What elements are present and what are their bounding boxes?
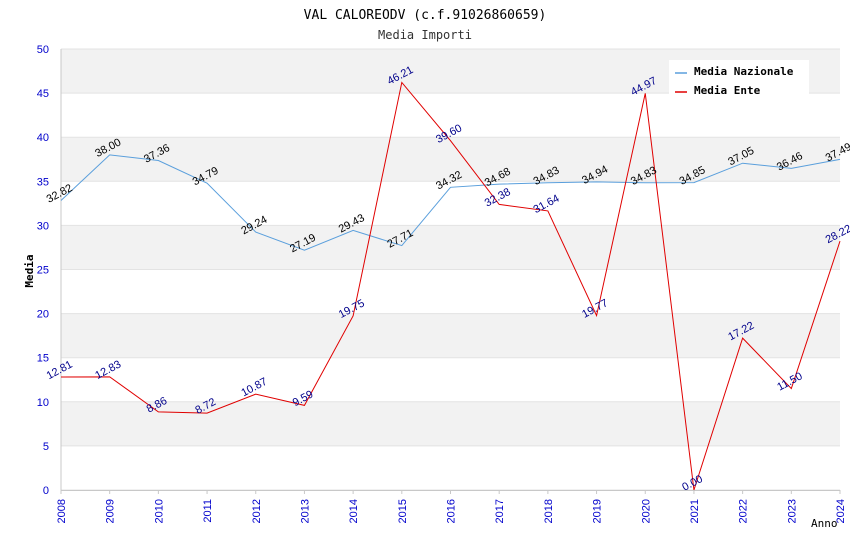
legend-box bbox=[669, 60, 809, 100]
x-tick-label: 2018 bbox=[543, 499, 555, 523]
y-tick-label: 15 bbox=[37, 353, 49, 365]
legend-label-media-nazionale: Media Nazionale bbox=[694, 65, 794, 78]
x-tick-label: 2016 bbox=[446, 499, 458, 523]
x-tick-label: 2012 bbox=[251, 499, 263, 523]
x-tick-label: 2017 bbox=[494, 499, 506, 523]
y-tick-label: 20 bbox=[37, 309, 49, 321]
series-line-media-ente bbox=[60, 81, 841, 491]
x-tick-label: 2019 bbox=[592, 499, 604, 523]
x-tick-label: 2009 bbox=[105, 499, 117, 523]
background-bands bbox=[61, 49, 840, 490]
y-tick-label: 30 bbox=[37, 220, 49, 232]
band bbox=[61, 137, 840, 182]
band bbox=[61, 313, 840, 358]
y-axis-ticks: 0 5 10 15 20 25 30 35 40 45 50 bbox=[37, 44, 49, 497]
chart-title: VAL CALOREODV (c.f.91026860659) bbox=[304, 8, 547, 23]
band bbox=[61, 445, 840, 490]
y-tick-label: 10 bbox=[37, 397, 49, 409]
band bbox=[61, 357, 840, 402]
x-tick-label: 2023 bbox=[786, 499, 798, 523]
y-tick-label: 50 bbox=[37, 44, 49, 56]
x-axis-ticks: 2008 2009 2010 2011 2012 2013 2014 2015 2016 2017… bbox=[56, 490, 847, 523]
band bbox=[61, 93, 840, 138]
y-tick-label: 45 bbox=[37, 88, 49, 100]
x-tick-label: 2013 bbox=[299, 499, 311, 523]
band bbox=[61, 401, 840, 446]
band bbox=[61, 181, 840, 226]
chart-subtitle: Media Importi bbox=[378, 28, 472, 42]
x-tick-label: 2020 bbox=[640, 499, 652, 523]
x-tick-label: 2011 bbox=[202, 499, 214, 523]
y-tick-label: 5 bbox=[43, 441, 49, 453]
x-tick-label: 2021 bbox=[689, 499, 701, 523]
legend: Media Nazionale Media Ente bbox=[669, 60, 809, 100]
y-tick-label: 35 bbox=[37, 176, 49, 188]
series-line-media-nazionale bbox=[60, 154, 841, 251]
y-tick-label: 0 bbox=[43, 485, 49, 497]
x-axis-title: Anno bbox=[811, 517, 838, 530]
x-tick-label: 2008 bbox=[56, 499, 68, 523]
x-tick-label: 2010 bbox=[153, 499, 165, 523]
band bbox=[61, 269, 840, 314]
x-tick-label: 2015 bbox=[397, 499, 409, 523]
x-tick-label: 2024 bbox=[835, 499, 847, 523]
x-tick-label: 2022 bbox=[738, 499, 750, 523]
x-tick-label: 2014 bbox=[348, 499, 360, 523]
y-tick-label: 40 bbox=[37, 132, 49, 144]
series-lines bbox=[60, 81, 841, 491]
band bbox=[61, 225, 840, 270]
y-tick-label: 25 bbox=[37, 265, 49, 277]
legend-label-media-ente: Media Ente bbox=[694, 84, 761, 97]
y-axis-title: Media bbox=[23, 254, 36, 287]
